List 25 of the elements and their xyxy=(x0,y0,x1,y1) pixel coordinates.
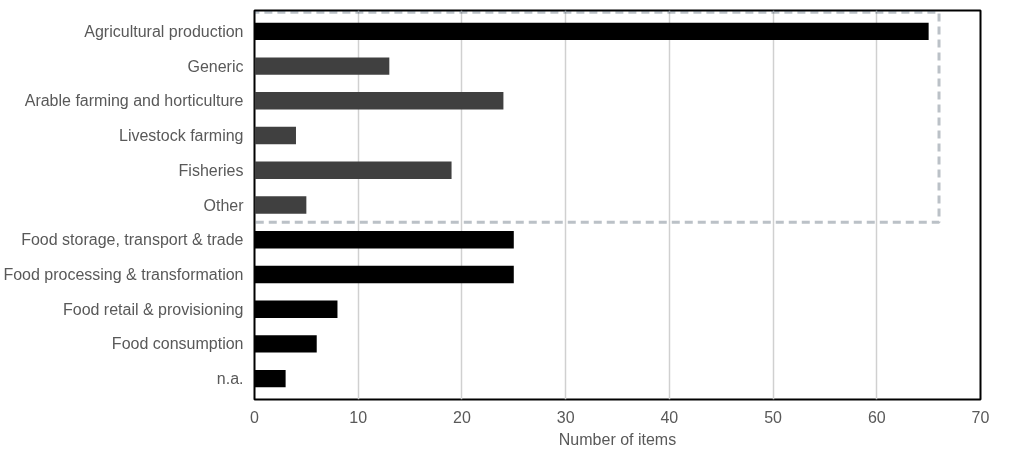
x-axis-title: Number of items xyxy=(558,430,677,448)
y-tick-label: Food retail & provisioning xyxy=(62,300,244,318)
y-tick-label: Generic xyxy=(187,57,244,75)
x-tick-label: 70 xyxy=(971,408,990,426)
x-tick-label: 0 xyxy=(250,408,260,426)
y-tick-label: Food processing & transformation xyxy=(3,265,244,283)
x-tick-label: 30 xyxy=(556,408,575,426)
bar xyxy=(254,161,452,179)
x-tick-label: 50 xyxy=(764,408,783,426)
y-tick-label: Livestock farming xyxy=(119,127,244,145)
bar xyxy=(254,57,390,75)
y-tick-label: Agricultural production xyxy=(84,22,244,40)
y-tick-label: Food consumption xyxy=(111,335,244,353)
y-tick-label: Arable farming and horticulture xyxy=(24,92,244,110)
y-tick-label: Fisheries xyxy=(178,161,244,179)
bar xyxy=(254,92,504,110)
y-tick-label: Food storage, transport & trade xyxy=(21,231,244,249)
bar xyxy=(254,126,296,145)
x-tick-label: 10 xyxy=(349,408,368,426)
x-tick-label: 60 xyxy=(867,408,886,426)
y-tick-label: n.a. xyxy=(216,370,244,388)
x-tick-label: 40 xyxy=(660,408,679,426)
y-tick-label: Other xyxy=(203,196,245,214)
bar xyxy=(254,196,307,214)
x-tick-label: 20 xyxy=(453,408,471,426)
